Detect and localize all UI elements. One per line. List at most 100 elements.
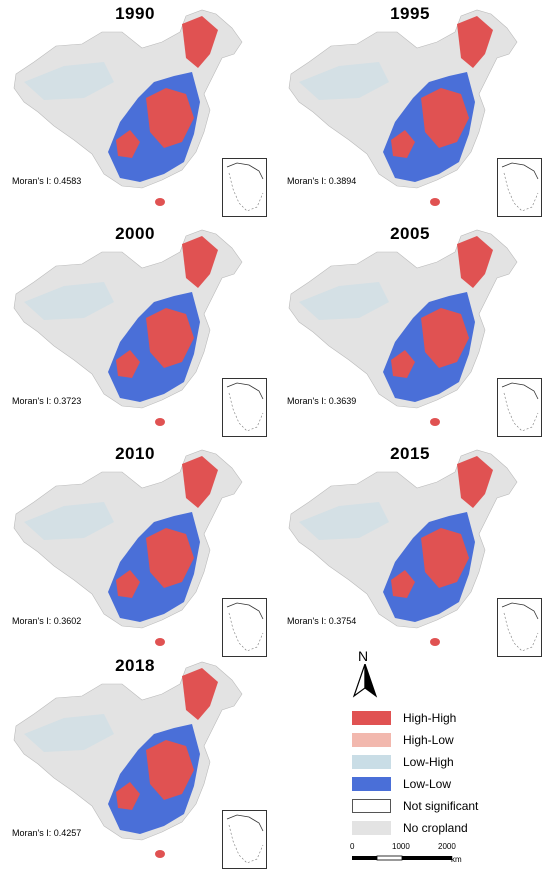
high-high-region [182, 668, 218, 720]
panel-year: 2005 [390, 224, 430, 243]
high-high-region [182, 456, 218, 508]
inset-boundary [503, 612, 539, 652]
inset-map [226, 162, 264, 212]
south-china-sea-inset [222, 158, 267, 217]
inset-map [226, 602, 264, 652]
legend-swatch [352, 733, 391, 747]
inset-map [501, 162, 539, 212]
legend-item-high-low: High-Low [352, 730, 542, 752]
high-high-region [421, 308, 469, 368]
south-china-sea-inset [222, 598, 267, 657]
high-high-region [391, 570, 415, 598]
map-legend: High-High High-Low Low-High Low-Low Not … [352, 708, 542, 840]
inset-boundary [228, 612, 264, 652]
legend-swatch [352, 777, 391, 791]
scale-unit: km [451, 855, 462, 864]
china-map [288, 449, 518, 646]
high-high-region [116, 782, 140, 810]
legend-item-high-high: High-High [352, 708, 542, 730]
north-arrow: N [352, 648, 378, 698]
china-map [13, 9, 243, 206]
inset-coastline [226, 814, 264, 832]
legend-item-not-significant: Not significant [352, 796, 542, 818]
inset-map [226, 382, 264, 432]
legend-label: No cropland [403, 821, 468, 835]
legend-label: Not significant [403, 799, 479, 813]
low-high-region [299, 502, 389, 540]
legend-label: Low-High [403, 755, 454, 769]
legend-item-low-low: Low-Low [352, 774, 542, 796]
panel-year: 1990 [115, 4, 155, 23]
legend-item-no-cropland: No cropland [352, 818, 542, 840]
legend-label: Low-Low [403, 777, 452, 791]
inset-boundary [503, 392, 539, 432]
legend-swatch [352, 799, 391, 813]
china-map [13, 449, 243, 646]
morans-i-label: Moran's I: 0.4583 [12, 176, 82, 186]
scale-tick-2000: 2000 [438, 842, 456, 851]
low-high-region [299, 282, 389, 320]
morans-i-label: Moran's I: 0.3894 [287, 176, 357, 186]
morans-i-label: Moran's I: 0.3723 [12, 396, 82, 406]
high-high-region [116, 570, 140, 598]
scale-tick-0: 0 [350, 842, 355, 851]
high-high-region [391, 350, 415, 378]
hainan-island [155, 850, 165, 858]
legend-swatch [352, 821, 391, 835]
scale-tick-1000: 1000 [392, 842, 410, 851]
china-map [288, 9, 518, 206]
high-high-region [391, 130, 415, 158]
inset-map [226, 814, 264, 864]
high-high-region [146, 88, 194, 148]
map-panel-2005: 2005 Moran's I: 0.3639 [275, 220, 545, 437]
high-high-region [457, 456, 493, 508]
inset-boundary [228, 172, 264, 212]
morans-i-label: Moran's I: 0.3602 [12, 616, 82, 626]
map-panel-1990: 1990 Moran's I: 0.4583 [0, 0, 270, 217]
inset-coastline [501, 382, 539, 400]
legend-swatch [352, 711, 391, 725]
hainan-island [430, 198, 440, 206]
low-high-region [24, 714, 114, 752]
high-high-region [421, 528, 469, 588]
high-high-region [146, 528, 194, 588]
high-high-region [116, 130, 140, 158]
morans-i-label: Moran's I: 0.3754 [287, 616, 357, 626]
high-high-region [457, 236, 493, 288]
map-panel-2015: 2015 Moran's I: 0.3754 [275, 440, 545, 657]
high-high-region [182, 236, 218, 288]
china-map [13, 661, 243, 858]
inset-coastline [226, 382, 264, 400]
panel-year: 2015 [390, 444, 430, 463]
south-china-sea-inset [222, 810, 267, 869]
panel-year: 2010 [115, 444, 155, 463]
panel-year: 2018 [115, 656, 155, 675]
map-panel-2010: 2010 Moran's I: 0.3602 [0, 440, 270, 657]
legend-item-low-high: Low-High [352, 752, 542, 774]
low-high-region [299, 62, 389, 100]
low-high-region [24, 282, 114, 320]
legend-label: High-Low [403, 733, 454, 747]
high-high-region [116, 350, 140, 378]
inset-coastline [501, 602, 539, 620]
china-map [13, 229, 243, 426]
inset-coastline [226, 162, 264, 180]
hainan-island [155, 418, 165, 426]
hainan-island [155, 638, 165, 646]
scale-bar: 0 1000 2000 km [348, 842, 468, 868]
china-map [288, 229, 518, 426]
inset-coastline [226, 602, 264, 620]
inset-boundary [228, 392, 264, 432]
high-high-region [182, 16, 218, 68]
panel-year: 2000 [115, 224, 155, 243]
map-panel-2000: 2000 Moran's I: 0.3723 [0, 220, 270, 437]
high-high-region [457, 16, 493, 68]
inset-boundary [503, 172, 539, 212]
south-china-sea-inset [497, 158, 542, 217]
inset-coastline [501, 162, 539, 180]
inset-map [501, 602, 539, 652]
map-panel-2018: 2018 Moran's I: 0.4257 [0, 652, 270, 869]
south-china-sea-inset [497, 378, 542, 437]
panel-year: 1995 [390, 4, 430, 23]
low-high-region [24, 62, 114, 100]
